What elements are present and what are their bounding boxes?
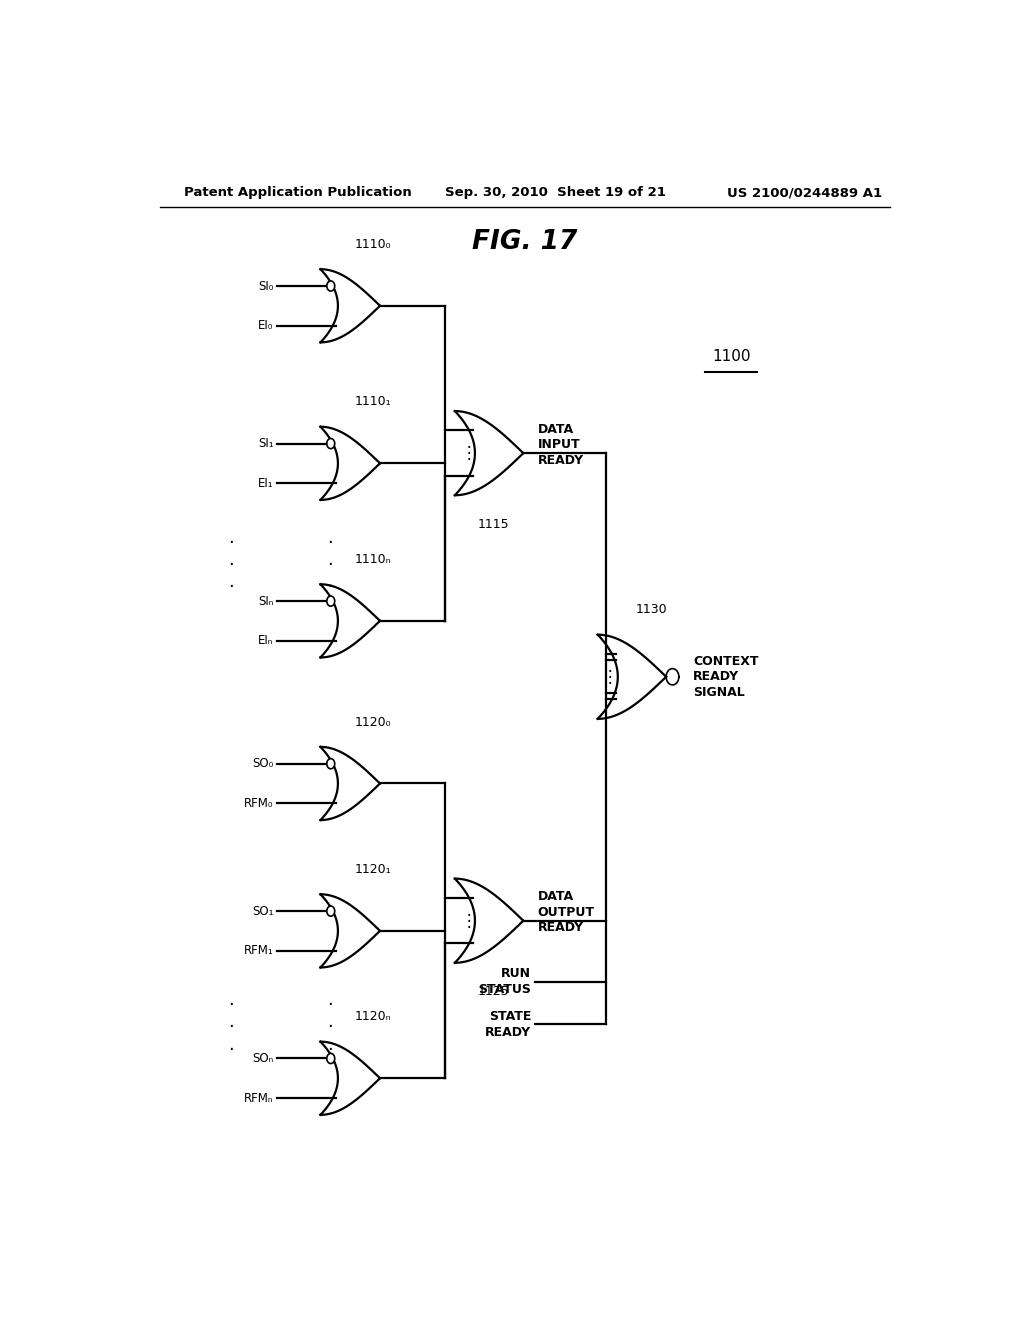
Text: ·: · — [328, 997, 333, 1014]
Circle shape — [327, 759, 335, 768]
Text: ·: · — [328, 578, 333, 597]
Circle shape — [327, 906, 335, 916]
Text: Sep. 30, 2010  Sheet 19 of 21: Sep. 30, 2010 Sheet 19 of 21 — [445, 186, 667, 199]
Text: RUN
STATUS: RUN STATUS — [478, 968, 531, 995]
Text: SO₀: SO₀ — [252, 758, 273, 771]
Text: FIG. 17: FIG. 17 — [472, 228, 578, 255]
Text: SI₀: SI₀ — [258, 280, 273, 293]
Text: CONTEXT
READY
SIGNAL: CONTEXT READY SIGNAL — [693, 655, 759, 698]
Text: 1120₁: 1120₁ — [354, 863, 391, 876]
Text: ·: · — [328, 533, 333, 552]
Text: 1120₀: 1120₀ — [354, 715, 391, 729]
Text: SIₙ: SIₙ — [258, 594, 273, 607]
Text: EI₁: EI₁ — [258, 477, 273, 490]
Text: ⋮: ⋮ — [461, 444, 477, 462]
Text: 1110ₙ: 1110ₙ — [354, 553, 391, 566]
Text: Patent Application Publication: Patent Application Publication — [183, 186, 412, 199]
Text: ·: · — [228, 578, 234, 597]
Text: DATA
INPUT
READY: DATA INPUT READY — [538, 422, 584, 467]
Text: SI₁: SI₁ — [258, 437, 273, 450]
Text: EIₙ: EIₙ — [258, 634, 273, 647]
Text: ·: · — [328, 1040, 333, 1059]
Text: EI₀: EI₀ — [258, 319, 273, 333]
Text: RFM₁: RFM₁ — [244, 944, 273, 957]
Text: STATE
READY: STATE READY — [485, 1010, 531, 1039]
Text: ·: · — [228, 1019, 234, 1036]
Circle shape — [327, 597, 335, 606]
Text: RFMₙ: RFMₙ — [244, 1092, 273, 1105]
Text: 1120ₙ: 1120ₙ — [354, 1010, 391, 1023]
Text: ⋮: ⋮ — [601, 668, 618, 686]
Text: ·: · — [228, 533, 234, 552]
Text: ·: · — [228, 556, 234, 574]
Text: ·: · — [228, 997, 234, 1014]
Text: 1125: 1125 — [477, 985, 509, 998]
Text: 1115: 1115 — [477, 517, 509, 531]
Text: 1130: 1130 — [636, 603, 668, 616]
Text: RFM₀: RFM₀ — [244, 797, 273, 809]
Circle shape — [327, 1053, 335, 1064]
Text: ⋮: ⋮ — [461, 912, 477, 929]
Text: US 2100/0244889 A1: US 2100/0244889 A1 — [727, 186, 883, 199]
Text: DATA
OUTPUT
READY: DATA OUTPUT READY — [538, 890, 595, 935]
Text: 1100: 1100 — [712, 348, 751, 364]
Text: SO₁: SO₁ — [252, 904, 273, 917]
Text: SOₙ: SOₙ — [252, 1052, 273, 1065]
Text: ·: · — [228, 1040, 234, 1059]
Text: ·: · — [328, 1019, 333, 1036]
Circle shape — [327, 281, 335, 292]
Text: 1110₀: 1110₀ — [354, 238, 391, 251]
Text: 1110₁: 1110₁ — [354, 396, 391, 408]
Circle shape — [327, 438, 335, 449]
Text: ·: · — [328, 556, 333, 574]
